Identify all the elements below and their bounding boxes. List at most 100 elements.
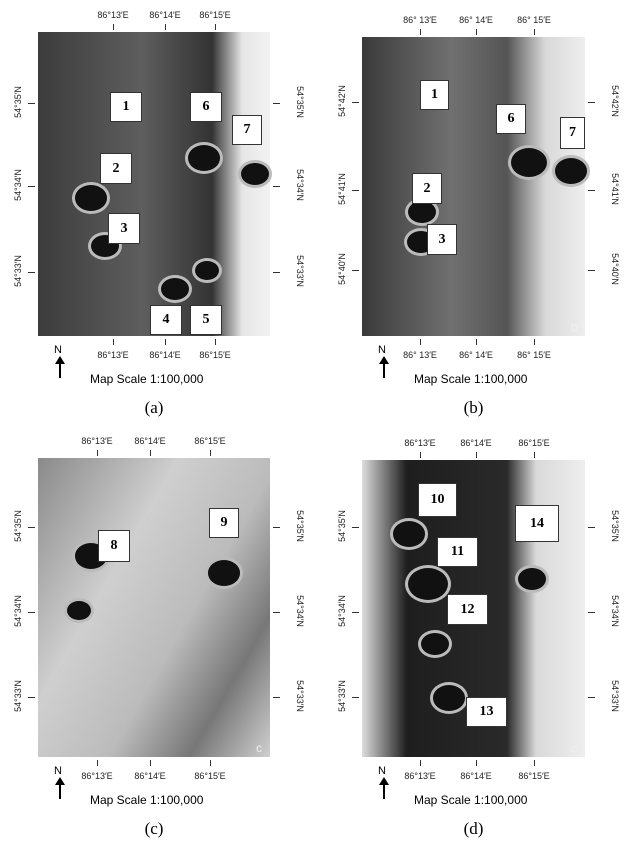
- map-label: 2: [412, 173, 442, 204]
- tick-mark: [420, 29, 421, 35]
- panel-letter: b: [571, 320, 578, 334]
- right-tick-label: 54°42′N: [610, 76, 620, 126]
- map-label: 7: [560, 117, 585, 149]
- north-arrow-head: [55, 356, 65, 364]
- bottom-tick-label: 86°15′E: [185, 771, 235, 781]
- top-tick-label: 86° 13′E: [395, 15, 445, 25]
- tick-mark: [273, 527, 280, 528]
- tick-mark: [352, 527, 359, 528]
- map-label: 10: [418, 483, 457, 517]
- bottom-tick-label: 86°15′E: [509, 771, 559, 781]
- map-label: 14: [515, 505, 559, 542]
- top-tick-label: 86°14′E: [125, 436, 175, 446]
- tick-mark: [588, 697, 595, 698]
- top-tick-label: 86°14′E: [451, 438, 501, 448]
- tick-mark: [534, 339, 535, 345]
- tick-mark: [352, 612, 359, 613]
- bottom-tick-label: 86°13′E: [88, 350, 138, 360]
- tick-mark: [476, 29, 477, 35]
- bottom-tick-label: 86° 13′E: [395, 350, 445, 360]
- map-label: 3: [427, 224, 457, 255]
- tick-mark: [534, 452, 535, 458]
- tick-mark: [97, 450, 98, 456]
- north-label: N: [378, 344, 386, 356]
- tick-mark: [476, 452, 477, 458]
- tick-mark: [476, 760, 477, 766]
- scale-text: Map Scale 1:100,000: [414, 793, 527, 807]
- tick-mark: [165, 24, 166, 30]
- tick-mark: [113, 339, 114, 345]
- panel-letter: c: [256, 741, 262, 755]
- left-tick-label: 54°35′N: [337, 501, 347, 551]
- tick-mark: [420, 452, 421, 458]
- map-label: 5: [190, 305, 222, 335]
- tick-mark: [534, 29, 535, 35]
- right-tick-label: 54°34′N: [295, 586, 305, 636]
- top-tick-label: 86°13′E: [72, 436, 122, 446]
- crater: [508, 145, 550, 180]
- tick-mark: [273, 697, 280, 698]
- top-tick-label: 86°13′E: [88, 10, 138, 20]
- left-tick-label: 54°40′N: [337, 244, 347, 294]
- tick-mark: [273, 272, 280, 273]
- map-label: 7: [232, 115, 262, 145]
- tick-mark: [28, 103, 35, 104]
- bottom-tick-label: 86° 15′E: [509, 350, 559, 360]
- tick-mark: [113, 24, 114, 30]
- right-tick-label: 54°33′N: [295, 246, 305, 296]
- map-label: 3: [108, 213, 140, 244]
- north-arrow-head: [379, 356, 389, 364]
- left-tick-label: 54°33′N: [13, 671, 23, 721]
- map-label: 8: [98, 530, 130, 562]
- north-arrow-head: [379, 777, 389, 785]
- left-tick-label: 54°33′N: [337, 671, 347, 721]
- right-tick-label: 54°41′N: [610, 164, 620, 214]
- crater: [72, 182, 110, 214]
- top-tick-label: 86° 14′E: [451, 15, 501, 25]
- left-tick-label: 54°42′N: [337, 76, 347, 126]
- right-tick-label: 54°40′N: [610, 244, 620, 294]
- tick-mark: [476, 339, 477, 345]
- map-image: [38, 32, 270, 336]
- tick-mark: [588, 612, 595, 613]
- tick-mark: [273, 103, 280, 104]
- left-tick-label: 54°34′N: [337, 586, 347, 636]
- tick-mark: [97, 760, 98, 766]
- scale-text: Map Scale 1:100,000: [90, 372, 203, 386]
- right-tick-label: 54°34′N: [610, 586, 620, 636]
- map-image: [362, 37, 585, 336]
- map-label: 1: [420, 80, 449, 110]
- top-tick-label: 86°15′E: [185, 436, 235, 446]
- right-tick-label: 54°35′N: [610, 501, 620, 551]
- bottom-tick-label: 86°13′E: [395, 771, 445, 781]
- bottom-tick-label: 86°13′E: [72, 771, 122, 781]
- tick-mark: [28, 527, 35, 528]
- tick-mark: [588, 102, 595, 103]
- map-label: 13: [466, 697, 507, 727]
- map-label: 4: [150, 305, 182, 335]
- tick-mark: [588, 190, 595, 191]
- tick-mark: [28, 612, 35, 613]
- right-tick-label: 54°35′N: [295, 77, 305, 127]
- bottom-tick-label: 86° 14′E: [451, 350, 501, 360]
- top-tick-label: 86°13′E: [395, 438, 445, 448]
- tick-mark: [352, 102, 359, 103]
- top-tick-label: 86°15′E: [509, 438, 559, 448]
- tick-mark: [352, 190, 359, 191]
- figure: 86°13′E86°13′E86°14′E86°14′E86°15′E86°15…: [0, 0, 627, 844]
- right-tick-label: 54°34′N: [295, 160, 305, 210]
- right-tick-label: 54°35′N: [295, 501, 305, 551]
- tick-mark: [165, 339, 166, 345]
- map-label: 9: [209, 508, 239, 538]
- left-tick-label: 54°34′N: [13, 586, 23, 636]
- north-label: N: [54, 765, 62, 777]
- crater: [390, 518, 428, 550]
- panel-letter: d: [571, 741, 578, 755]
- tick-mark: [215, 24, 216, 30]
- north-arrow-head: [55, 777, 65, 785]
- top-tick-label: 86°14′E: [140, 10, 190, 20]
- tick-mark: [420, 339, 421, 345]
- crater: [185, 142, 223, 174]
- tick-mark: [534, 760, 535, 766]
- bottom-tick-label: 86°14′E: [125, 771, 175, 781]
